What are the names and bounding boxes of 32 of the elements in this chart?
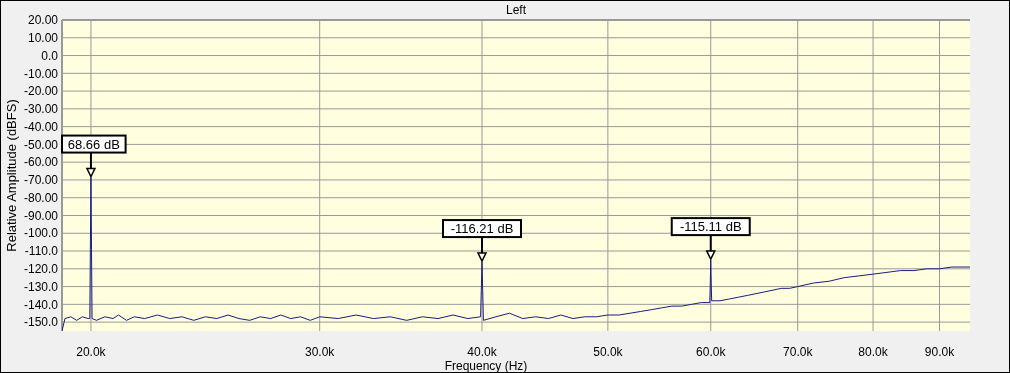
- y-tick-label: -150.0: [23, 315, 59, 330]
- y-tick-label: -140.0: [23, 297, 59, 312]
- annotation: -115.11 dB: [679, 219, 742, 235]
- y-tick-label: -30.00: [23, 102, 59, 117]
- x-tick-label: 30.0k: [305, 345, 336, 359]
- annotation: -116.21 dB: [450, 221, 514, 237]
- x-axis-title: Frequency (Hz): [444, 359, 528, 373]
- y-tick-label: -120.0: [23, 262, 59, 276]
- y-tick-label: -100.0: [23, 226, 59, 241]
- y-tick-label: 10.00: [27, 30, 59, 45]
- annotation: 68.66 dB: [67, 136, 120, 152]
- y-tick-label: -60.00: [23, 155, 59, 170]
- y-tick-label: 20.00: [27, 13, 59, 28]
- chart-title: Left: [505, 3, 527, 17]
- x-tick-label: 90.0k: [924, 345, 956, 359]
- x-tick-label: 40.0k: [467, 345, 498, 359]
- y-tick-label: -10.00: [23, 66, 59, 81]
- y-tick-label: -90.00: [23, 208, 59, 223]
- y-tick-label: -20.00: [23, 84, 59, 99]
- x-tick-label: 50.0k: [593, 345, 624, 359]
- y-tick-label: -70.00: [23, 173, 59, 188]
- y-tick-label: -50.00: [23, 137, 59, 152]
- y-tick-label: -130.0: [23, 279, 59, 294]
- y-tick-label: -110.0: [24, 244, 59, 259]
- y-tick-label: -80.00: [23, 190, 59, 205]
- x-tick-label: 60.0k: [696, 345, 727, 359]
- y-tick-label: -40.00: [23, 119, 59, 134]
- x-tick-label: 20.0k: [76, 345, 107, 359]
- x-tick-label: 70.0k: [783, 345, 814, 359]
- y-tick-label: 0.0: [41, 48, 59, 63]
- x-tick-label: 80.0k: [858, 345, 889, 359]
- y-axis-title: Relative Amplitude (dBFS): [4, 99, 19, 252]
